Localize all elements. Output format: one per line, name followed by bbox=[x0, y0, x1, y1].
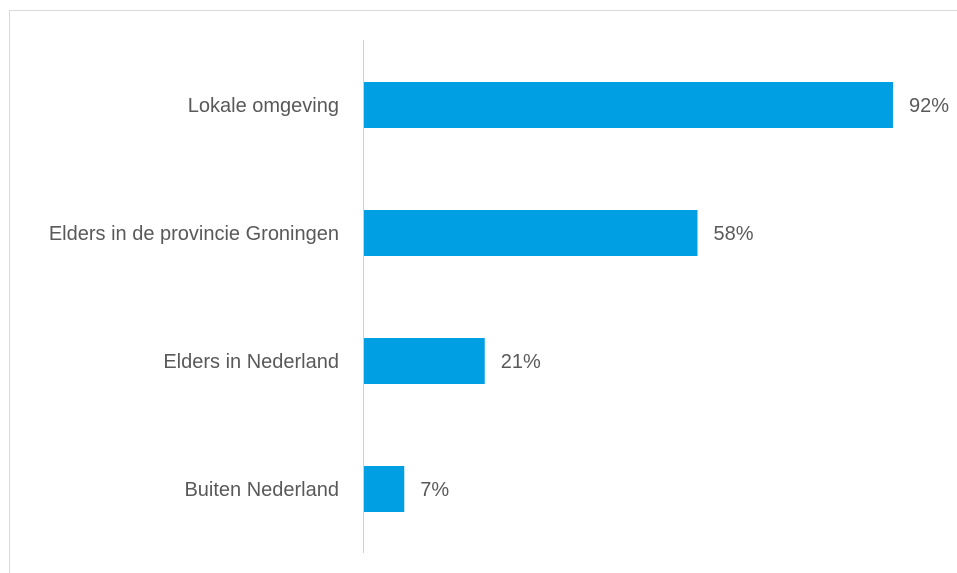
bar-0 bbox=[364, 82, 893, 128]
value-label-1: 58% bbox=[714, 223, 754, 245]
bars-group bbox=[364, 82, 893, 512]
category-labels-group: Lokale omgeving Elders in de provincie Gr… bbox=[49, 95, 339, 501]
chart-frame bbox=[9, 10, 957, 573]
category-label-1: Elders in de provincie Groningen bbox=[49, 223, 339, 245]
category-label-3: Buiten Nederland bbox=[184, 479, 339, 501]
value-label-3: 7% bbox=[420, 479, 449, 501]
value-label-2: 21% bbox=[501, 351, 541, 373]
category-label-0: Lokale omgeving bbox=[188, 95, 339, 117]
value-label-0: 92% bbox=[909, 95, 949, 117]
bar-2 bbox=[364, 338, 485, 384]
bar-1 bbox=[364, 210, 698, 256]
value-labels-group: 92% 58% 21% 7% bbox=[420, 95, 949, 501]
category-label-2: Elders in Nederland bbox=[163, 351, 339, 373]
bar-3 bbox=[364, 466, 405, 512]
